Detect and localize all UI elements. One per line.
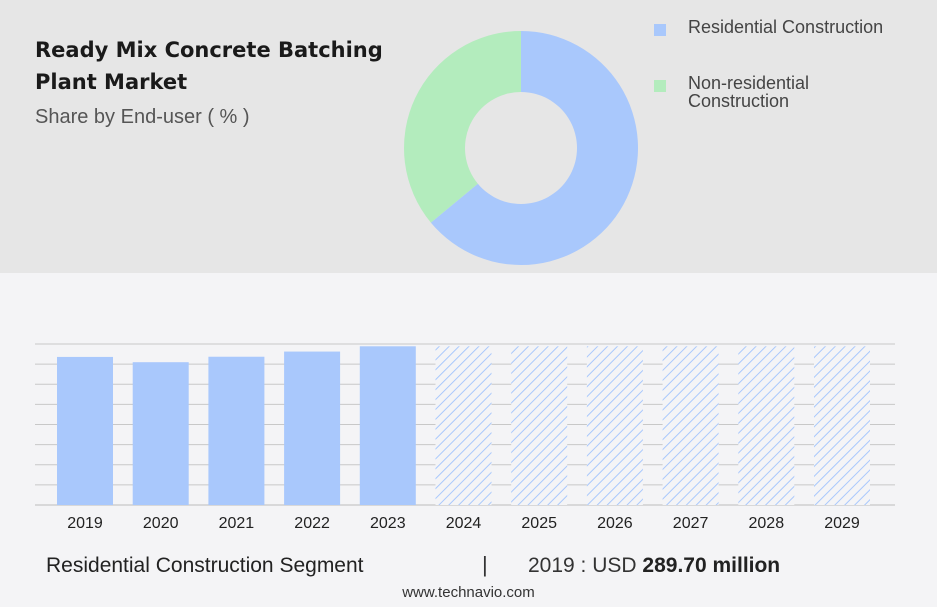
- source-link[interactable]: www.technavio.com: [402, 584, 535, 601]
- x-tick-label: 2022: [294, 515, 330, 532]
- x-tick-label: 2019: [67, 515, 103, 532]
- donut-slice-residential: [430, 31, 638, 265]
- footer: Residential Construction Segment | 2019 …: [0, 548, 937, 588]
- chart-title: Ready Mix Concrete Batching Plant Market: [35, 38, 383, 94]
- segment-amount: 289.70 million: [642, 554, 781, 577]
- x-tick-label: 2029: [824, 515, 860, 532]
- x-tick-label: 2024: [446, 515, 482, 532]
- bar-2025: [511, 346, 568, 505]
- x-tick-label: 2028: [749, 515, 785, 532]
- segment-value: 2019 : USD 289.70 million: [528, 554, 780, 578]
- legend-swatch-non-residential: [654, 80, 666, 92]
- legend-item-residential: Residential Construction: [654, 18, 924, 36]
- bar-2024: [435, 346, 492, 505]
- x-tick-label: 2027: [673, 515, 709, 532]
- bar-2028: [738, 346, 795, 505]
- bar-2019: [57, 356, 113, 505]
- chart-subtitle: Share by End-user ( % ): [35, 106, 250, 128]
- bar-2023: [359, 346, 416, 505]
- footer-separator: |: [482, 552, 488, 577]
- x-tick-label: 2026: [597, 515, 633, 532]
- x-tick-label: 2020: [143, 515, 179, 532]
- legend-label-non-residential: Non-residential Construction: [688, 73, 810, 111]
- x-tick-label: 2021: [219, 515, 255, 532]
- segment-label: Residential Construction Segment: [46, 554, 364, 577]
- bar-2020: [132, 362, 189, 505]
- bar-2029: [814, 346, 870, 505]
- bar-2021: [208, 356, 265, 505]
- x-tick-label: 2023: [370, 515, 406, 532]
- legend: Residential Construction Non-residential…: [654, 16, 924, 110]
- bar-chart: 2019 2020 2021 2022 2023 2024 2025 2026 2027 2028…: [35, 343, 895, 532]
- donut-slice-non-residential: [403, 31, 521, 223]
- bar-2027: [662, 346, 719, 505]
- bar-2022: [284, 351, 341, 505]
- legend-label-residential: Residential Construction: [688, 17, 884, 37]
- segment-year: 2019 : USD: [528, 554, 637, 577]
- donut-chart: [403, 31, 638, 265]
- legend-swatch-residential: [654, 24, 666, 36]
- x-tick-label: 2025: [521, 515, 557, 532]
- bar-2026: [586, 346, 643, 505]
- legend-item-non-residential: Non-residential Construction: [654, 74, 848, 110]
